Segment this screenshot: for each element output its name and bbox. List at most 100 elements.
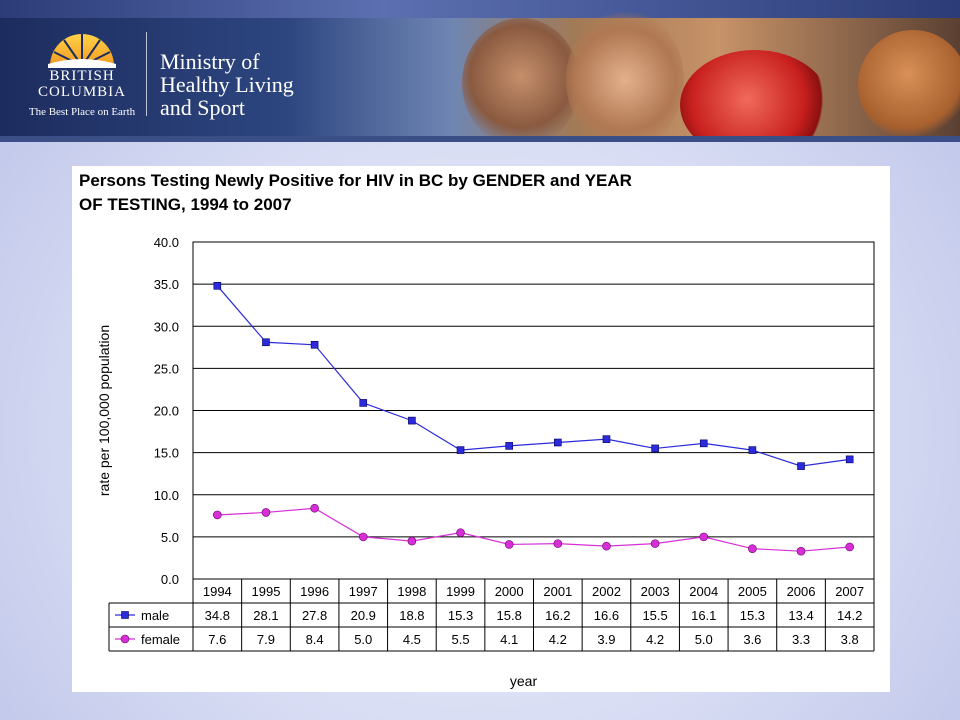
brand-line-2: COLUMBIA: [37, 84, 126, 100]
chart-title-line-2: OF TESTING, 1994 to 2007: [79, 195, 292, 214]
legend-label-male: male: [141, 608, 169, 623]
data-point-female: [213, 510, 222, 520]
data-label-female: 8.4: [306, 632, 324, 647]
data-point-female: [456, 528, 465, 537]
x-tick-label: 1996: [300, 584, 329, 599]
data-point-male: [505, 442, 513, 450]
data-label-female: 3.9: [597, 632, 615, 647]
ministry-line-2: Healthy Living: [160, 72, 294, 97]
data-label-male: 34.8: [205, 608, 230, 623]
series-line-female: [217, 507, 850, 552]
apple-image: [680, 50, 830, 136]
data-point-female: [699, 532, 709, 542]
data-point-female: [650, 539, 660, 548]
data-label-female: 4.2: [646, 632, 664, 647]
header-banner: BRITISH COLUMBIA The Best Place on Earth…: [0, 0, 960, 142]
data-label-female: 7.6: [208, 632, 226, 647]
data-point-female: [845, 542, 854, 552]
y-axis-ticks: 0.0 5.0 10.0 15.0 20.0 25.0 30.0 35.0 40.0: [154, 235, 179, 587]
data-point-female: [553, 539, 563, 548]
data-label-female: 3.8: [841, 632, 859, 647]
x-tick-label: 1997: [349, 584, 378, 599]
x-tick-label: 2006: [787, 584, 816, 599]
data-label-male: 27.8: [302, 608, 327, 623]
data-label-female: 7.9: [257, 632, 275, 647]
y-tick-label: 5.0: [161, 530, 179, 545]
data-point-female: [407, 536, 417, 546]
data-point-male: [699, 439, 708, 448]
data-point-female: [796, 546, 806, 556]
brand-tagline: The Best Place on Earth: [28, 106, 136, 118]
chart-title-line-1: Persons Testing Newly Positive for HIV i…: [79, 171, 632, 190]
data-point-male: [554, 438, 562, 447]
data-label-male: 16.1: [691, 608, 716, 623]
sunrise-logo-icon: [48, 34, 116, 68]
data-point-female: [261, 508, 271, 517]
data-label-female: 5.0: [695, 632, 713, 647]
data-label-female: 4.2: [549, 632, 567, 647]
data-table: 1994 1995 1996 1997 1998 1999 2000 2001 2002 2003…: [108, 579, 875, 652]
data-label-male: 15.3: [448, 608, 473, 623]
data-label-male: 28.1: [253, 608, 278, 623]
legend-label-female: female: [141, 632, 180, 647]
x-axis-label: year: [510, 673, 538, 689]
data-label-male: 15.3: [740, 608, 765, 623]
data-point-male: [456, 446, 465, 454]
data-point-male: [213, 282, 222, 290]
data-label-female: 5.5: [451, 632, 469, 647]
data-label-female: 5.0: [354, 632, 372, 647]
logo-divider: [146, 32, 147, 116]
data-label-male: 14.2: [837, 608, 862, 623]
data-point-male: [408, 416, 416, 425]
data-point-male: [651, 444, 659, 453]
data-label-female: 3.3: [792, 632, 810, 647]
y-tick-label: 20.0: [154, 404, 179, 419]
brand-line-1: BRITISH: [49, 68, 115, 84]
ministry-line-1: Ministry of: [160, 49, 260, 74]
data-point-female: [310, 503, 319, 513]
y-tick-label: 30.0: [154, 319, 179, 334]
legend-marker-female: [120, 634, 130, 644]
data-label-female: 4.1: [500, 632, 518, 647]
data-point-female: [748, 544, 757, 553]
young-face-image: [566, 10, 684, 136]
y-tick-label: 35.0: [154, 277, 179, 292]
chart-panel: Persons Testing Newly Positive for HIV i…: [72, 166, 890, 692]
y-tick-label: 40.0: [154, 235, 179, 250]
data-label-male: 16.6: [594, 608, 619, 623]
y-tick-label: 10.0: [154, 488, 179, 503]
data-point-male: [748, 446, 757, 454]
x-tick-label: 2001: [543, 584, 572, 599]
series-line-male: [216, 285, 850, 467]
x-tick-label: 2007: [835, 584, 864, 599]
data-point-male: [797, 462, 805, 470]
x-tick-label: 2002: [592, 584, 621, 599]
x-tick-label: 1998: [397, 584, 426, 599]
x-tick-label: 1994: [203, 584, 232, 599]
data-label-male: 16.2: [545, 608, 570, 623]
data-label-male: 13.4: [788, 608, 813, 623]
y-tick-label: 25.0: [154, 361, 179, 376]
x-tick-label: 2005: [738, 584, 767, 599]
banner-top-strip: [0, 0, 960, 18]
data-point-male: [602, 435, 611, 443]
data-point-female: [602, 541, 611, 551]
y-tick-label: 0.0: [161, 572, 179, 587]
data-label-female: 3.6: [743, 632, 761, 647]
y-axis-label: rate per 100,000 population: [96, 325, 112, 496]
data-point-male: [262, 338, 270, 347]
chart-gridlines: [192, 241, 875, 580]
data-point-male: [359, 399, 368, 407]
x-tick-label: 2003: [641, 584, 670, 599]
data-label-male: 18.8: [399, 608, 424, 623]
data-label-male: 15.5: [642, 608, 667, 623]
ministry-name: Ministry of Healthy Living and Sport: [160, 50, 294, 119]
hiv-line-chart: Persons Testing Newly Positive for HIV i…: [79, 171, 875, 689]
legend-marker-male: [121, 611, 129, 619]
x-tick-label: 2000: [495, 584, 524, 599]
elder-face-image: [462, 18, 580, 136]
chart-series: [213, 282, 854, 556]
bc-logo: BRITISH COLUMBIA The Best Place on Earth: [22, 28, 142, 124]
data-label-female: 4.5: [403, 632, 421, 647]
data-point-female: [504, 540, 514, 549]
